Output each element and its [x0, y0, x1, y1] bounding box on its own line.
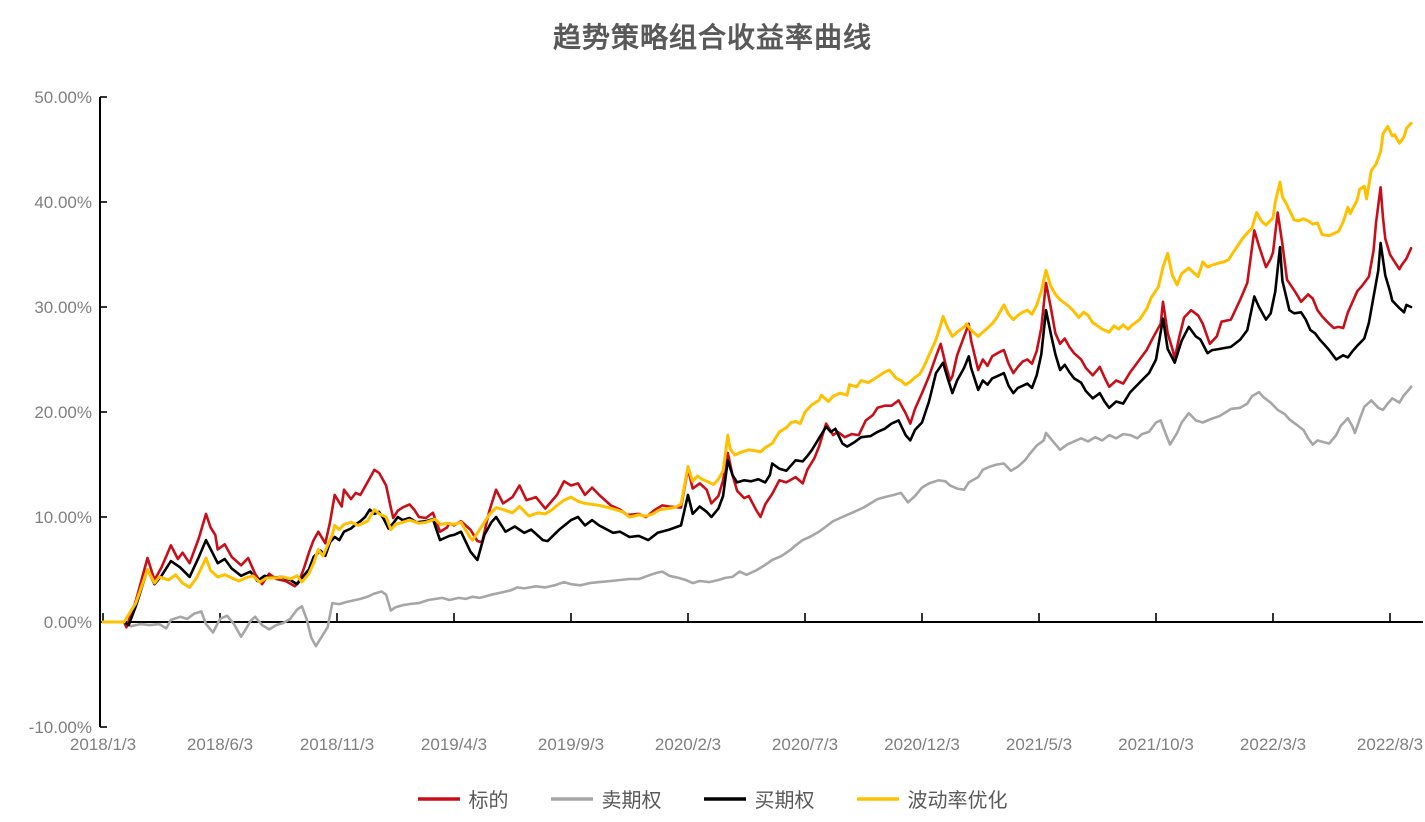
y-axis-label: 50.00% — [34, 88, 92, 107]
y-axis-label: 40.00% — [34, 193, 92, 212]
y-axis-label: -10.00% — [29, 718, 92, 737]
series-line-buy-option — [101, 241, 1413, 627]
legend-swatch-vol-optimized — [856, 796, 899, 801]
x-axis-label: 2019/9/3 — [538, 735, 604, 754]
legend-item-buy-option: 买期权 — [703, 784, 815, 813]
series-line-vol-optimized — [101, 121, 1413, 624]
legend-label-underlying: 标的 — [468, 790, 509, 812]
x-axis-label: 2020/7/3 — [772, 735, 838, 754]
legend-label-vol-optimized: 波动率优化 — [907, 790, 1008, 812]
x-axis-label: 2019/4/3 — [421, 735, 487, 754]
x-axis-label: 2018/6/3 — [187, 735, 253, 754]
legend-item-underlying: 标的 — [417, 784, 509, 813]
x-axis-label: 2020/2/3 — [655, 735, 721, 754]
series-line-underlying — [101, 186, 1413, 629]
legend-label-sell-option: 卖期权 — [601, 790, 662, 812]
y-axis-label: 10.00% — [34, 508, 92, 527]
x-axis-label: 2022/8/3 — [1357, 735, 1423, 754]
legend-swatch-sell-option — [550, 796, 593, 801]
x-axis-label: 2018/11/3 — [300, 735, 374, 754]
x-axis-label: 2021/10/3 — [1118, 735, 1194, 754]
x-axis-label: 2022/3/3 — [1240, 735, 1306, 754]
series-line-sell-option — [101, 385, 1413, 648]
legend-item-vol-optimized: 波动率优化 — [856, 784, 1008, 813]
y-axis-label: 0.00% — [44, 613, 92, 632]
legend-label-buy-option: 买期权 — [754, 790, 815, 812]
y-axis-label: 30.00% — [34, 298, 92, 317]
chart-title: 趋势策略组合收益率曲线 — [552, 22, 872, 53]
x-axis-label: 2021/5/3 — [1006, 735, 1072, 754]
chart-legend: 标的 卖期权 买期权 波动率优化 — [0, 784, 1425, 813]
legend-item-sell-option: 卖期权 — [550, 784, 662, 813]
legend-swatch-underlying — [417, 796, 460, 801]
y-axis-label: 20.00% — [34, 403, 92, 422]
x-axis-label: 2018/1/3 — [70, 735, 136, 754]
x-axis-label: 2020/12/3 — [884, 735, 960, 754]
legend-swatch-buy-option — [703, 796, 746, 801]
